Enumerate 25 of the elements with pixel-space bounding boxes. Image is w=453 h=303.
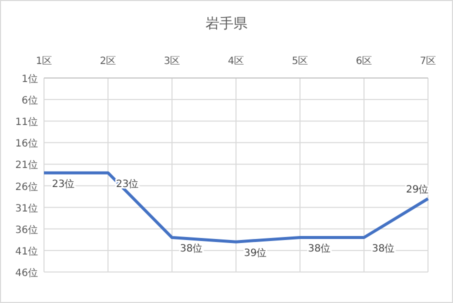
- x-tick-label: 1区: [36, 56, 52, 67]
- y-tick-label: 26位: [15, 180, 38, 193]
- x-tick-label: 4区: [228, 56, 244, 67]
- y-tick-label: 21位: [15, 159, 38, 172]
- y-tick-label: 6位: [22, 94, 38, 107]
- x-tick-label: 7区: [420, 56, 436, 67]
- data-label: 39位: [244, 246, 267, 259]
- data-label: 38位: [180, 242, 203, 255]
- x-tick-label: 2区: [100, 56, 116, 67]
- y-tick-label: 11位: [15, 116, 38, 128]
- chart-title: 岩手県: [206, 16, 248, 32]
- x-tick-label: 3区: [164, 56, 180, 67]
- x-tick-label: 6区: [356, 56, 372, 67]
- data-label: 29位: [406, 184, 429, 196]
- data-label: 23位: [52, 178, 75, 190]
- y-tick-label: 41位: [15, 245, 38, 258]
- y-tick-label: 1位: [22, 73, 38, 85]
- data-label: 38位: [308, 242, 331, 255]
- y-tick-label: 31位: [15, 202, 38, 214]
- y-tick-label: 36位: [15, 224, 38, 236]
- y-tick-label: 16位: [15, 138, 38, 150]
- y-tick-label: 46位: [15, 267, 38, 279]
- line-series: [42, 171, 430, 244]
- data-label: 38位: [372, 242, 395, 255]
- x-tick-label: 5区: [292, 56, 308, 67]
